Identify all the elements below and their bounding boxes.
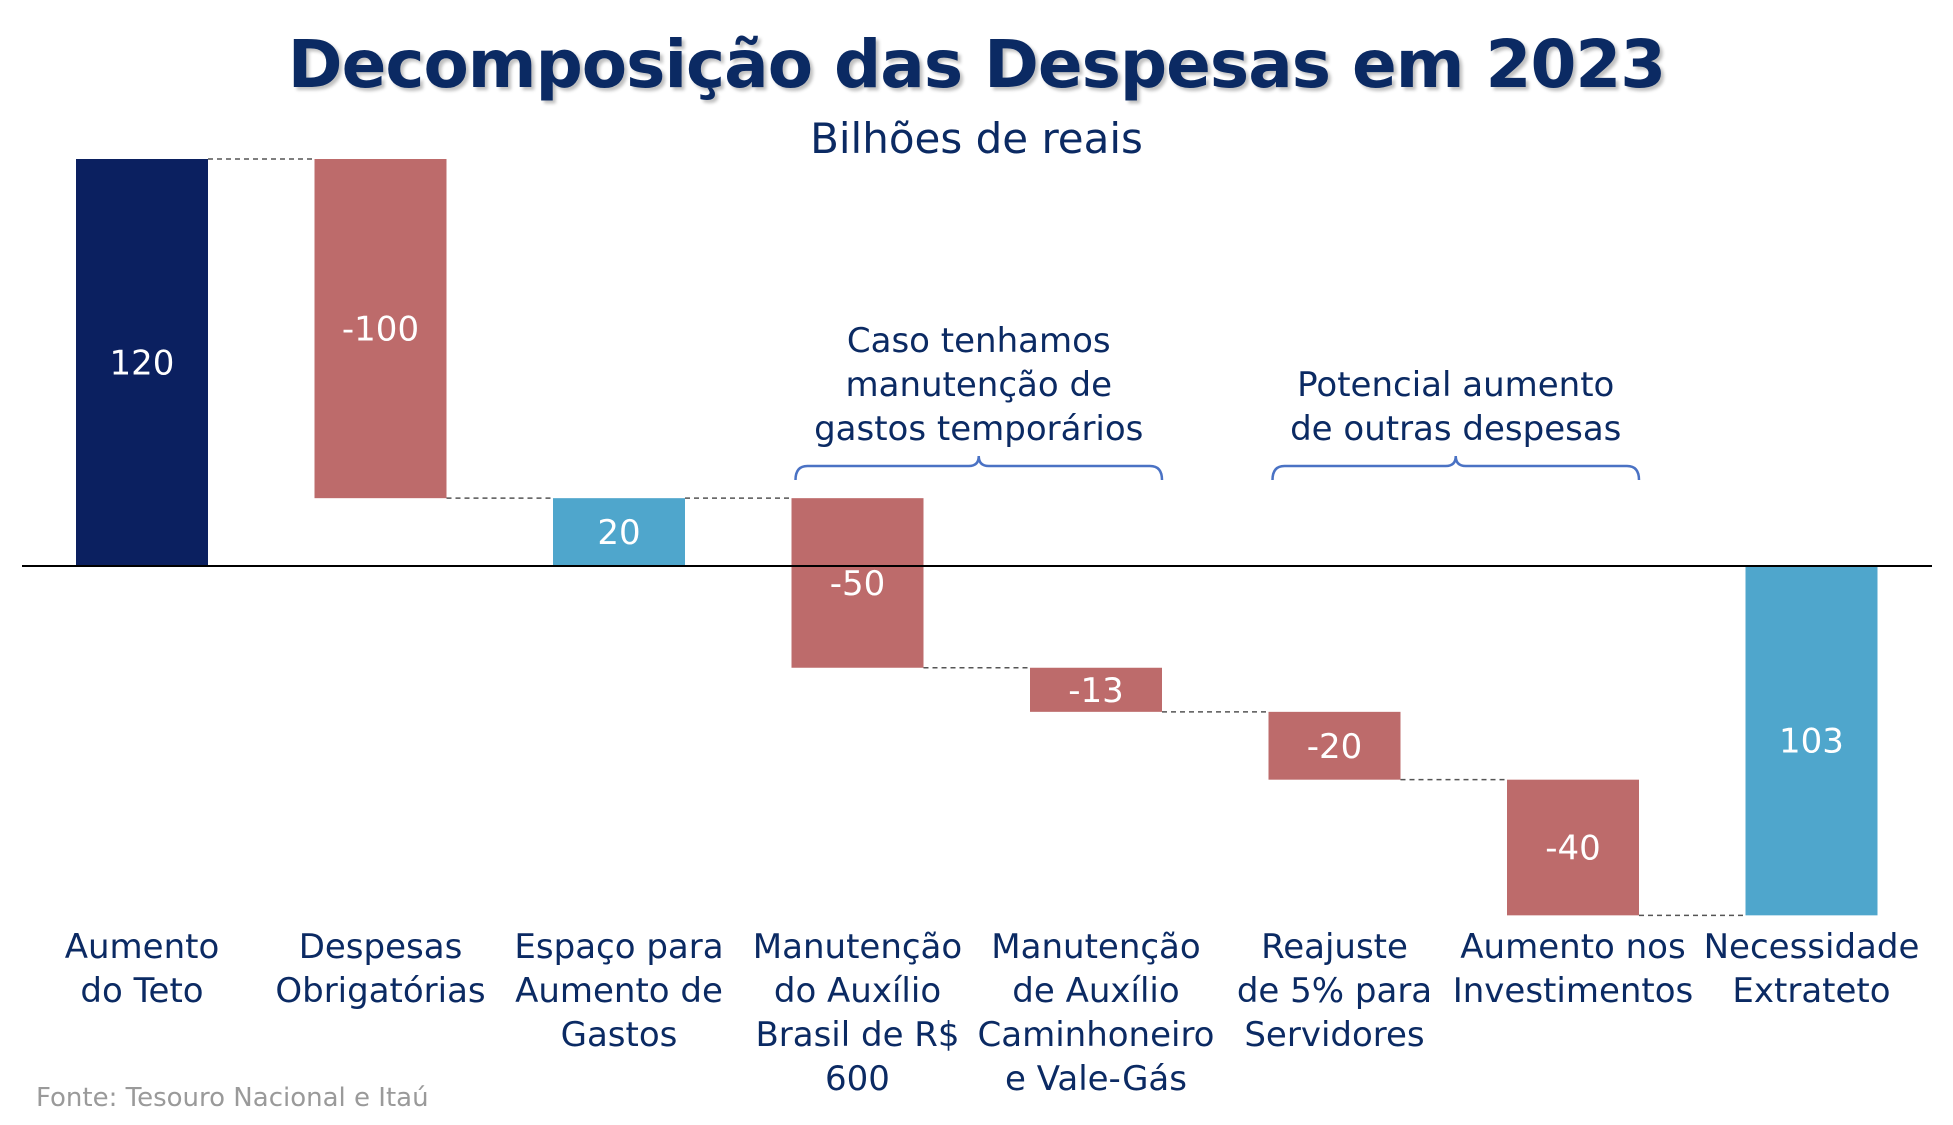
category-label-line: e Vale-Gás xyxy=(1005,1059,1187,1099)
chart-title: Decomposição das Despesas em 2023 xyxy=(287,26,1666,103)
category-label-line: de Auxílio xyxy=(1012,971,1179,1011)
bar xyxy=(76,159,208,566)
value-label: -20 xyxy=(1307,727,1363,767)
category-label-line: Caminhoneiro xyxy=(978,1015,1215,1055)
category-labels: Aumento do Teto Despesas Obrigatórias Espaço… xyxy=(65,927,1920,1099)
category-label-line: do Teto xyxy=(80,971,203,1011)
bar xyxy=(1030,667,1162,712)
value-label: -50 xyxy=(830,564,886,604)
category-label-line: Aumento xyxy=(65,927,220,967)
annotation-text-line: de outras despesas xyxy=(1290,409,1621,449)
category-label-line: Necessidade xyxy=(1704,927,1920,967)
value-label: -40 xyxy=(1545,829,1601,869)
category-label-line: Brasil de R$ xyxy=(755,1015,959,1055)
category-label-line: Gastos xyxy=(561,1015,678,1055)
value-label: 20 xyxy=(597,513,640,553)
annotations: Caso tenhamos manutenção de gastos temporá… xyxy=(794,321,1641,481)
annotation-text: Caso tenhamos manutenção de gastos temporá… xyxy=(814,321,1143,449)
category-label-line: Despesas xyxy=(299,927,463,967)
category-label: Manutenção do Auxílio Brasil de R$ 600 xyxy=(753,927,962,1099)
category-label-line: Reajuste xyxy=(1261,927,1408,967)
bar xyxy=(791,498,924,668)
source-note: Fonte: Tesouro Nacional e Itaú xyxy=(36,1083,429,1113)
category-label-line: Espaço para xyxy=(514,927,723,967)
annotation-brace xyxy=(1271,455,1641,481)
category-label-line: Manutenção xyxy=(753,927,962,967)
category-label-line: do Auxílio xyxy=(774,971,941,1011)
bars xyxy=(76,159,1878,916)
bar xyxy=(1268,711,1401,780)
category-label: Aumento do Teto xyxy=(65,927,220,1011)
bar xyxy=(553,498,685,566)
category-label-line: Extrateto xyxy=(1732,971,1890,1011)
bar xyxy=(1507,779,1639,916)
annotation-text-line: gastos temporários xyxy=(814,409,1143,449)
category-label: Despesas Obrigatórias xyxy=(275,927,485,1011)
category-label: Necessidade Extrateto xyxy=(1704,927,1920,1011)
value-label: 120 xyxy=(110,344,175,384)
category-label-line: Aumento de xyxy=(515,971,723,1011)
annotation-text-line: manutenção de xyxy=(846,365,1113,405)
annotation-text-line: Caso tenhamos xyxy=(847,321,1111,361)
category-label-line: Investimentos xyxy=(1453,971,1694,1011)
category-label-line: 600 xyxy=(825,1059,890,1099)
category-label: Aumento nos Investimentos xyxy=(1453,927,1694,1011)
value-label: 103 xyxy=(1779,722,1844,762)
annotation-brace xyxy=(794,455,1164,481)
category-label: Manutenção de Auxílio Caminhoneiro e Vale-G… xyxy=(978,927,1215,1099)
chart-subtitle: Bilhões de reais xyxy=(810,114,1143,163)
category-label-line: Obrigatórias xyxy=(275,971,485,1011)
value-labels: 120 -100 20 -50 -13 -20 -40 103 xyxy=(110,310,1844,869)
value-label: -13 xyxy=(1068,671,1124,711)
bar xyxy=(1745,566,1878,916)
category-label: Reajuste de 5% para Servidores xyxy=(1237,927,1432,1055)
category-label: Espaço para Aumento de Gastos xyxy=(514,927,723,1055)
annotation-text: Potencial aumento de outras despesas xyxy=(1290,365,1621,449)
value-label: -100 xyxy=(342,310,419,350)
bar xyxy=(314,159,447,499)
category-label-line: Aumento nos xyxy=(1460,927,1685,967)
annotation-text-line: Potencial aumento xyxy=(1297,365,1614,405)
category-label-line: Servidores xyxy=(1244,1015,1424,1055)
category-label-line: de 5% para xyxy=(1237,971,1432,1011)
category-label-line: Manutenção xyxy=(991,927,1200,967)
